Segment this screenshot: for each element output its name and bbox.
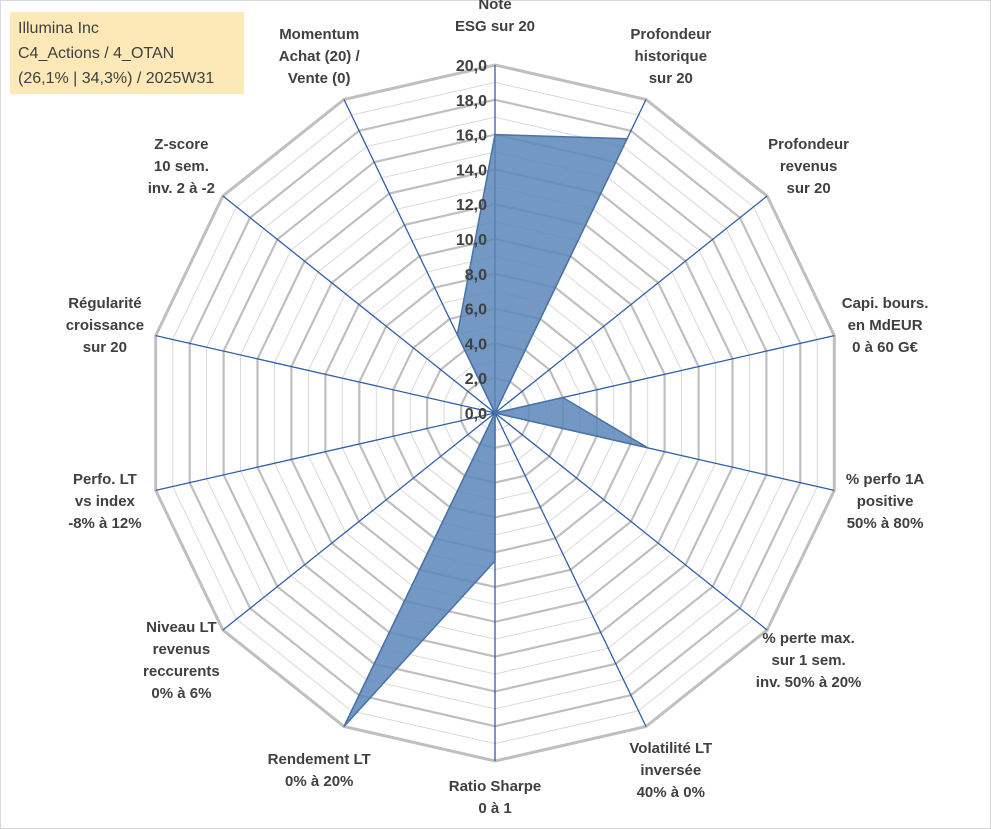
axis-label-line: Ratio Sharpe [449, 778, 542, 795]
info-classification: C4_Actions / 4_OTAN [18, 45, 175, 62]
axis-label-line: historique [635, 48, 708, 65]
axis-label-line: 0 à 60 G€ [852, 339, 919, 356]
info-stats: (26,1% | 34,3%) / 2025W31 [18, 70, 215, 87]
axis-label-5: % perfo 1A positive 50% à 80% [846, 471, 925, 532]
axis-label-line: croissance [66, 317, 144, 334]
tick-label: 6,0 [465, 302, 487, 319]
axis-label-4: Capi. bours. en MdEUR 0 à 60 G€ [842, 295, 929, 356]
axis-label-line: sur 20 [649, 70, 693, 87]
axis-label-line: Capi. bours. [842, 295, 929, 312]
info-box: Illumina Inc C4_Actions / 4_OTAN (26,1% … [10, 12, 244, 94]
axis-line [494, 195, 768, 414]
axis-label-6: % perte max. sur 1 sem. inv. 50% à 20% [756, 630, 862, 691]
axis-label-3: Profondeur revenus sur 20 [768, 136, 849, 197]
axis-label-line: 0 à 1 [478, 800, 511, 817]
axis-label-1: Note ESG sur 20 [455, 0, 535, 35]
axis-label-line: Rendement LT [268, 751, 371, 768]
axis-line [155, 412, 496, 492]
axis-label-2: Profondeur historique sur 20 [630, 26, 711, 87]
info-company: Illumina Inc [18, 20, 99, 37]
axis-label-line: Momentum [279, 26, 359, 43]
axis-label-line: % perte max. [762, 630, 855, 647]
axis-label-line: sur 20 [83, 339, 127, 356]
axis-label-7: Volatilité LT inversée 40% à 0% [629, 740, 712, 801]
axis-label-line: Perfo. LT [73, 471, 137, 488]
axis-label-line: vs index [75, 493, 136, 510]
axis-label-line: Achat (20) / [279, 48, 361, 65]
axis-label-line: Profondeur [768, 136, 849, 153]
axis-line [494, 412, 768, 631]
axis-line [494, 412, 647, 727]
axis-label-10: Niveau LT revenus reccurents 0% à 6% [143, 619, 220, 702]
axis-label-line: positive [857, 493, 914, 510]
tick-label: 12,0 [456, 197, 487, 214]
tick-label: 14,0 [456, 162, 487, 179]
tick-label: 0,0 [465, 406, 487, 423]
axis-label-line: inv. 2 à -2 [148, 180, 215, 197]
axis-label-line: Régularité [68, 295, 141, 312]
radial-tick-labels: 0,0 2,0 4,0 6,0 8,0 10,0 12,0 14,0 16,0 18,0 20,0 [456, 58, 487, 423]
axis-label-line: 0% à 20% [285, 773, 353, 790]
axis-label-line: revenus [780, 158, 838, 175]
axis-label-line: inversée [640, 762, 701, 779]
axis-label-line: Profondeur [630, 26, 711, 43]
axis-label-line: % perfo 1A [846, 471, 925, 488]
axis-label-line: revenus [153, 641, 211, 658]
axis-labels: Note ESG sur 20 Profondeur historique sur 20… [66, 0, 929, 817]
tick-label: 16,0 [456, 128, 487, 145]
axis-label-line: 10 sem. [154, 158, 209, 175]
tick-label: 2,0 [465, 371, 487, 388]
series [343, 133, 649, 728]
axis-label-line: 40% à 0% [637, 784, 705, 801]
axis-label-line: ESG sur 20 [455, 18, 535, 35]
axis-label-12: Régularité croissance sur 20 [66, 295, 144, 356]
axis-label-line: Volatilité LT [629, 740, 712, 757]
tick-label: 20,0 [456, 58, 487, 75]
axis-label-line: inv. 50% à 20% [756, 674, 862, 691]
axis-label-line: -8% à 12% [68, 515, 141, 532]
axis-label-13: Z-score 10 sem. inv. 2 à -2 [148, 136, 215, 197]
axis-label-line: Niveau LT [146, 619, 217, 636]
axis-label-line: Vente (0) [288, 70, 351, 87]
axis-label-line: Note [478, 0, 511, 13]
axis-label-line: Z-score [154, 136, 208, 153]
axis-line [222, 195, 496, 414]
axis-label-line: 0% à 6% [151, 685, 211, 702]
axis-label-11: Perfo. LT vs index -8% à 12% [68, 471, 141, 532]
axis-label-line: sur 1 sem. [771, 652, 845, 669]
tick-label: 8,0 [465, 267, 487, 284]
axis-label-8: Ratio Sharpe 0 à 1 [449, 778, 542, 817]
tick-label: 4,0 [465, 336, 487, 353]
axis-label-9: Rendement LT 0% à 20% [268, 751, 371, 790]
axis-label-line: en MdEUR [848, 317, 923, 334]
tick-label: 10,0 [456, 232, 487, 249]
tick-label: 18,0 [456, 93, 487, 110]
axis-label-line: reccurents [143, 663, 220, 680]
axis-label-14: Momentum Achat (20) / Vente (0) [279, 26, 361, 87]
axis-label-line: 50% à 80% [847, 515, 924, 532]
axis-line [155, 334, 496, 414]
axis-label-line: sur 20 [786, 180, 830, 197]
axis-line [222, 412, 496, 631]
